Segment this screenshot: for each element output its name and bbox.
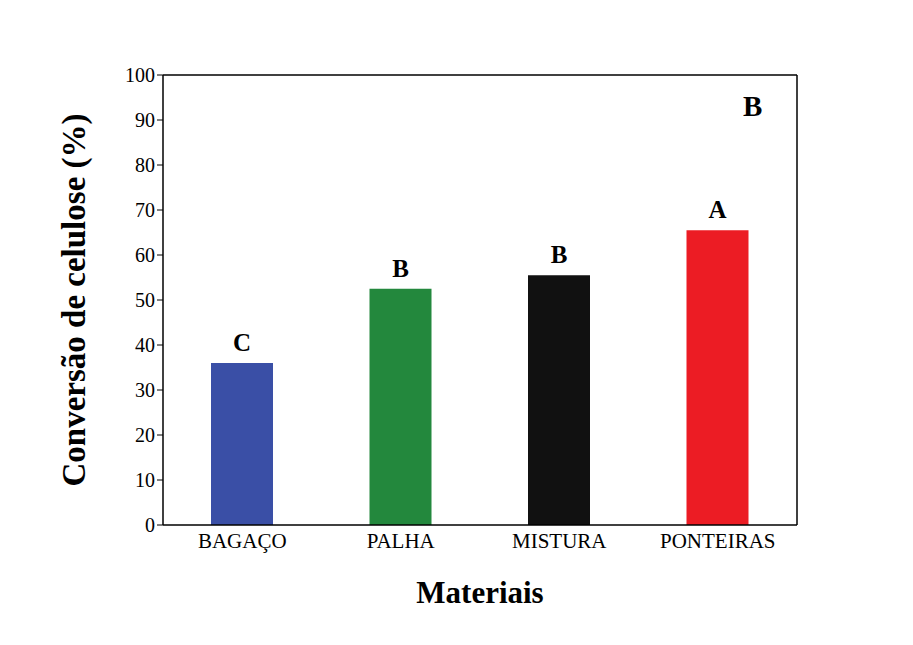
svg-text:70: 70 — [135, 199, 155, 221]
svg-text:90: 90 — [135, 109, 155, 131]
svg-text:40: 40 — [135, 334, 155, 356]
svg-text:60: 60 — [135, 244, 155, 266]
svg-text:100: 100 — [125, 64, 155, 86]
svg-text:MISTURA: MISTURA — [512, 529, 607, 553]
svg-text:0: 0 — [145, 514, 155, 536]
svg-text:B: B — [392, 255, 409, 282]
html-text:B: B — [743, 90, 763, 122]
svg-text:20: 20 — [135, 424, 155, 446]
svg-text:B: B — [551, 241, 568, 268]
svg-text:30: 30 — [135, 379, 155, 401]
svg-text:Materiais: Materiais — [416, 575, 543, 610]
svg-text:A: A — [708, 196, 726, 223]
svg-text:C: C — [233, 329, 251, 356]
svg-text:BAGAÇO: BAGAÇO — [198, 529, 287, 553]
svg-text:PALHA: PALHA — [367, 529, 436, 553]
svg-text:50: 50 — [135, 289, 155, 311]
svg-text:PONTEIRAS: PONTEIRAS — [660, 529, 776, 553]
svg-text:Conversão de celulose (%): Conversão de celulose (%) — [56, 113, 93, 486]
svg-text:80: 80 — [135, 154, 155, 176]
svg-text:10: 10 — [135, 469, 155, 491]
